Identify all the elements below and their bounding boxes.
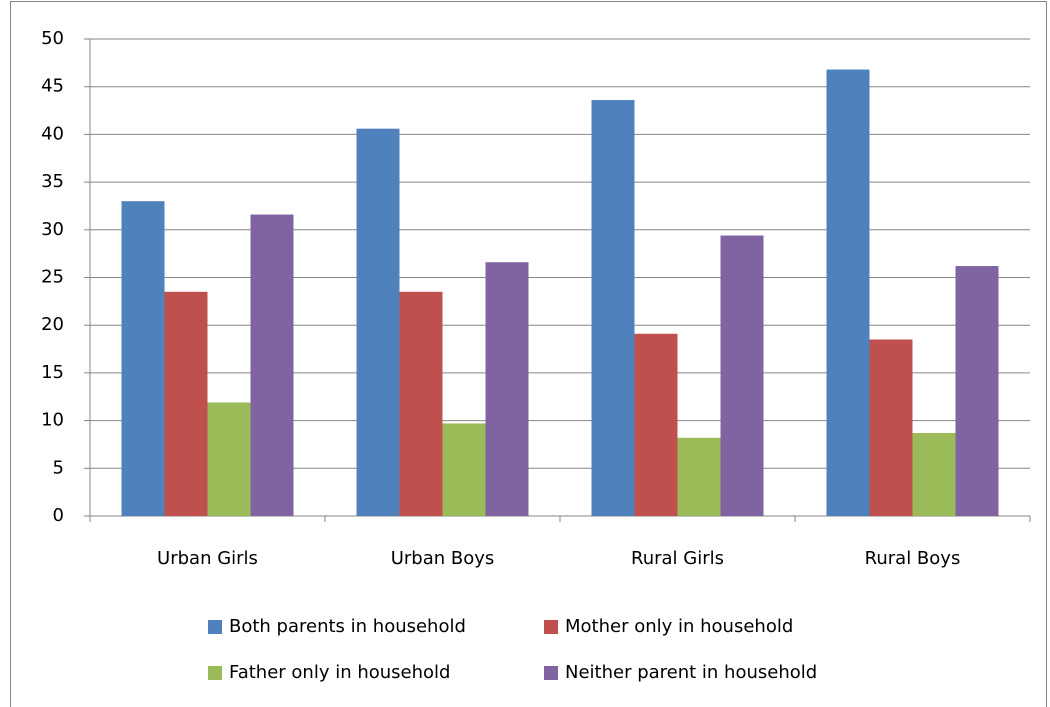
bar bbox=[250, 214, 294, 516]
bar bbox=[164, 291, 208, 516]
legend-swatch bbox=[208, 666, 222, 680]
bar bbox=[207, 402, 251, 516]
bar bbox=[720, 235, 764, 517]
x-tick-label: Urban Girls bbox=[157, 548, 258, 569]
y-tick-label: 30 bbox=[41, 219, 64, 240]
y-tick-label: 25 bbox=[41, 267, 64, 288]
bar bbox=[912, 433, 956, 516]
legend-swatch bbox=[544, 666, 558, 680]
bar bbox=[955, 266, 999, 516]
bar bbox=[677, 437, 721, 516]
bar bbox=[399, 291, 443, 516]
bar bbox=[121, 201, 165, 516]
bar bbox=[485, 262, 529, 516]
x-tick-label: Rural Boys bbox=[865, 548, 961, 569]
y-tick-label: 50 bbox=[41, 28, 64, 49]
legend-label: Father only in household bbox=[229, 662, 450, 683]
legend-swatch bbox=[544, 620, 558, 634]
legend-label: Neither parent in household bbox=[565, 662, 817, 683]
bar bbox=[826, 69, 870, 516]
y-tick-label: 5 bbox=[53, 457, 64, 478]
y-tick-label: 35 bbox=[41, 171, 64, 192]
y-tick-label: 0 bbox=[53, 505, 64, 526]
chart-border bbox=[10, 1, 1047, 707]
legend-swatch bbox=[208, 620, 222, 634]
x-tick-label: Rural Girls bbox=[631, 548, 724, 569]
legend-label: Both parents in household bbox=[229, 616, 466, 637]
x-tick-label: Urban Boys bbox=[391, 548, 495, 569]
bar bbox=[442, 423, 486, 516]
y-tick-label: 20 bbox=[41, 314, 64, 335]
bar bbox=[591, 100, 635, 516]
bar bbox=[634, 333, 678, 516]
y-tick-label: 15 bbox=[41, 362, 64, 383]
y-tick-label: 45 bbox=[41, 76, 64, 97]
y-tick-label: 40 bbox=[41, 123, 64, 144]
bar bbox=[356, 128, 400, 516]
y-tick-label: 10 bbox=[41, 410, 64, 431]
bar bbox=[869, 339, 913, 516]
legend-label: Mother only in household bbox=[565, 616, 793, 637]
